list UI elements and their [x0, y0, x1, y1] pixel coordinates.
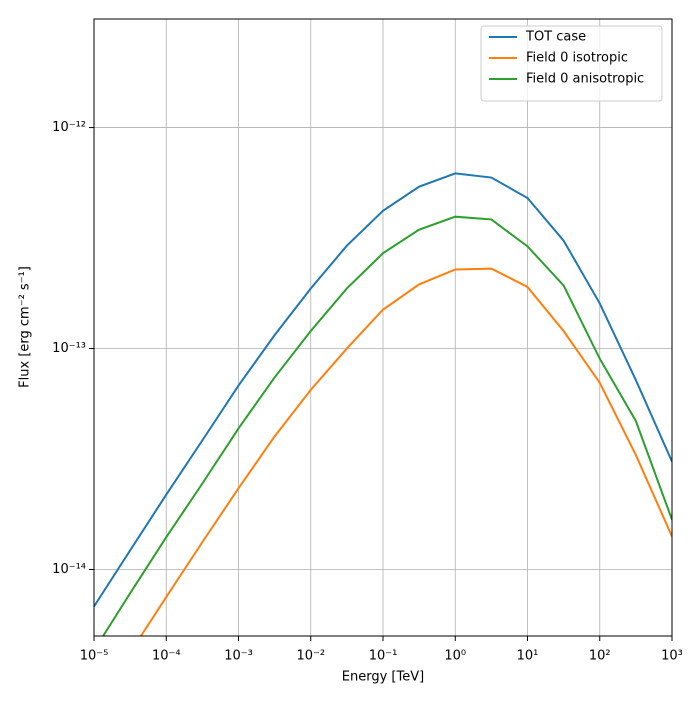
x-tick-label: 10⁻³	[224, 649, 253, 664]
x-tick-label: 10⁻⁴	[152, 649, 181, 664]
x-tick-label: 10⁻⁵	[80, 649, 109, 664]
ticks: 10⁻⁵ 10⁻⁴ 10⁻³ 10⁻² 10⁻¹ 10⁰ 10¹ 10² 10³ 10⁻¹⁴ 10⁻…	[52, 120, 683, 663]
legend-label: TOT case	[525, 30, 586, 45]
series-line	[94, 172, 672, 608]
y-tick-label: 10⁻¹⁴	[52, 562, 86, 577]
x-tick-label: 10¹	[517, 649, 539, 664]
y-axis-label: Flux [erg cm⁻² s⁻¹]	[18, 266, 33, 388]
y-tick-label: 10⁻¹³	[52, 341, 86, 356]
x-tick-label: 10²	[589, 649, 611, 664]
y-tick-label: 10⁻¹²	[52, 120, 86, 135]
x-axis-label: Energy [TeV]	[342, 670, 424, 685]
x-tick-label: 10⁻¹	[369, 649, 398, 664]
x-tick-label: 10⁰	[444, 649, 466, 664]
legend-box	[480, 25, 663, 102]
legend-label: Field 0 anisotropic	[526, 72, 644, 87]
x-tick-label: 10⁻²	[296, 649, 325, 664]
series-line	[139, 267, 672, 636]
plot-area	[94, 172, 672, 636]
legend: TOT case Field 0 isotropic Field 0 anisotr…	[480, 25, 663, 102]
series-line	[101, 215, 672, 636]
x-tick-label: 10³	[661, 649, 683, 664]
legend-label: Field 0 isotropic	[526, 51, 628, 66]
